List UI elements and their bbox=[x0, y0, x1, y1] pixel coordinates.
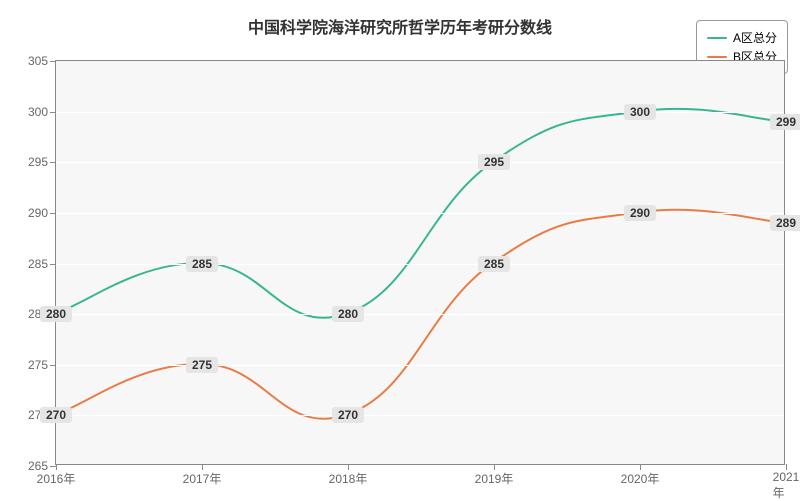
gridline bbox=[56, 365, 784, 366]
gridline bbox=[56, 112, 784, 113]
plot-area: 2652702752802852902953003052016年2017年201… bbox=[55, 60, 785, 465]
legend-swatch bbox=[707, 56, 727, 58]
chart-container: 中国科学院海洋研究所哲学历年考研分数线 A区总分B区总分 26527027528… bbox=[0, 0, 800, 500]
data-point-label: 280 bbox=[332, 306, 364, 322]
x-tick bbox=[786, 464, 787, 470]
x-tick bbox=[494, 464, 495, 470]
data-point-label: 280 bbox=[40, 306, 72, 322]
y-tick bbox=[50, 162, 56, 163]
y-tick bbox=[50, 112, 56, 113]
x-tick bbox=[202, 464, 203, 470]
data-point-label: 270 bbox=[40, 407, 72, 423]
y-tick bbox=[50, 264, 56, 265]
y-tick bbox=[50, 61, 56, 62]
legend-label: A区总分 bbox=[733, 29, 777, 46]
gridline bbox=[56, 264, 784, 265]
data-point-label: 295 bbox=[478, 154, 510, 170]
gridline bbox=[56, 314, 784, 315]
gridline bbox=[56, 213, 784, 214]
legend-swatch bbox=[707, 37, 727, 39]
data-point-label: 285 bbox=[186, 256, 218, 272]
data-point-label: 289 bbox=[770, 215, 800, 231]
data-point-label: 299 bbox=[770, 114, 800, 130]
gridline bbox=[56, 162, 784, 163]
data-point-label: 285 bbox=[478, 256, 510, 272]
x-tick bbox=[56, 464, 57, 470]
data-point-label: 270 bbox=[332, 407, 364, 423]
data-point-label: 290 bbox=[624, 205, 656, 221]
data-point-label: 300 bbox=[624, 104, 656, 120]
legend-item: A区总分 bbox=[707, 29, 777, 46]
gridline bbox=[56, 415, 784, 416]
y-tick bbox=[50, 365, 56, 366]
chart-title: 中国科学院海洋研究所哲学历年考研分数线 bbox=[248, 14, 552, 38]
y-tick bbox=[50, 213, 56, 214]
data-point-label: 275 bbox=[186, 357, 218, 373]
x-tick bbox=[640, 464, 641, 470]
x-tick bbox=[348, 464, 349, 470]
